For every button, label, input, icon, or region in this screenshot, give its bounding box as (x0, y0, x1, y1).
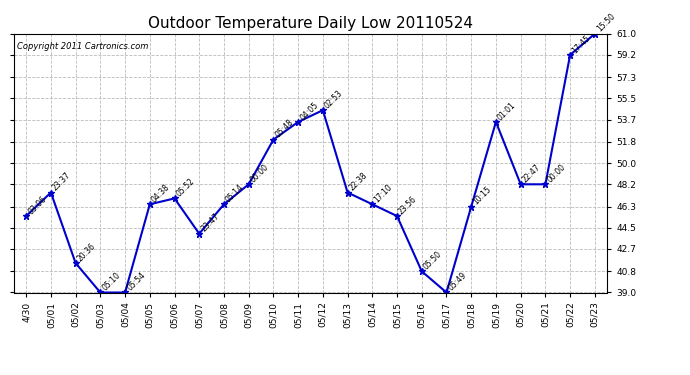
Title: Outdoor Temperature Daily Low 20110524: Outdoor Temperature Daily Low 20110524 (148, 16, 473, 31)
Text: 00:00: 00:00 (248, 162, 270, 184)
Text: 23:47: 23:47 (199, 212, 221, 234)
Text: Copyright 2011 Cartronics.com: Copyright 2011 Cartronics.com (17, 42, 148, 51)
Text: 22:38: 22:38 (348, 171, 369, 192)
Text: 02:53: 02:53 (323, 88, 345, 110)
Text: 05:54: 05:54 (125, 271, 147, 292)
Text: 04:38: 04:38 (150, 183, 172, 204)
Text: 00:00: 00:00 (545, 162, 567, 184)
Text: 05:10: 05:10 (100, 271, 122, 292)
Text: 17:10: 17:10 (373, 183, 394, 204)
Text: 05:14: 05:14 (224, 183, 246, 204)
Text: 05:48: 05:48 (273, 118, 295, 140)
Text: 20:36: 20:36 (76, 241, 97, 263)
Text: 05:52: 05:52 (175, 177, 197, 198)
Text: 17:45: 17:45 (570, 33, 592, 55)
Text: 22:47: 22:47 (521, 162, 542, 184)
Text: 05:50: 05:50 (422, 249, 444, 272)
Text: 15:50: 15:50 (595, 12, 617, 34)
Text: 05:49: 05:49 (446, 271, 469, 292)
Text: 10:15: 10:15 (471, 185, 493, 207)
Text: 23:56: 23:56 (397, 194, 419, 216)
Text: 23:37: 23:37 (51, 171, 72, 192)
Text: 01:01: 01:01 (496, 100, 518, 122)
Text: 03:06: 03:06 (26, 194, 48, 216)
Text: 04:05: 04:05 (298, 100, 320, 122)
